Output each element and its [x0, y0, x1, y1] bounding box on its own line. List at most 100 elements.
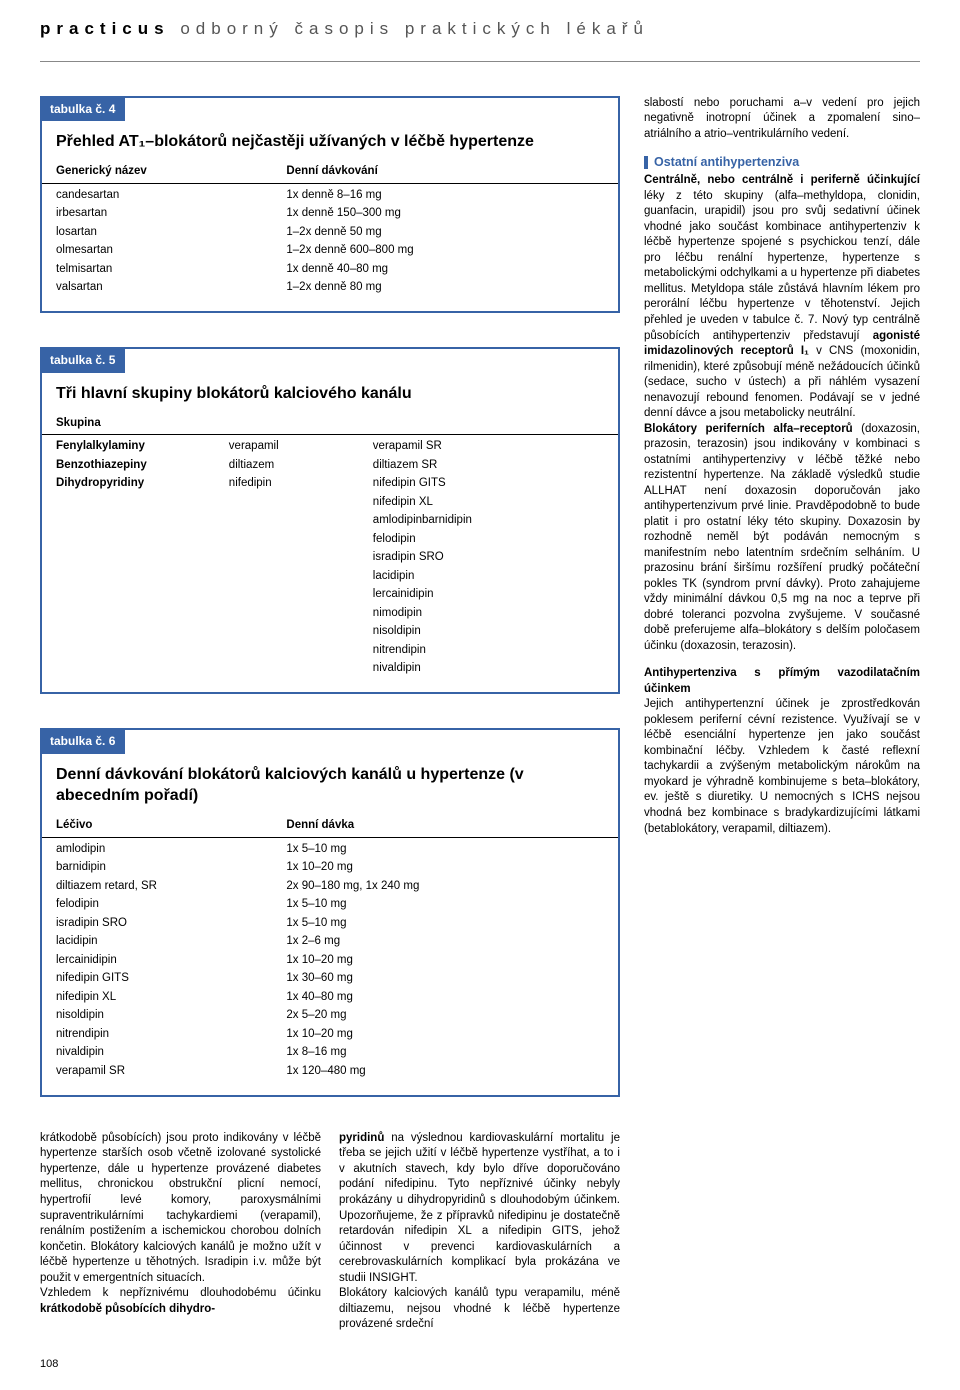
table-6-title: Denní dávkování blokátorů kalciových kan… [42, 756, 618, 817]
t4-r4c0: telmisartan [42, 260, 272, 279]
journal-brand: practicus [40, 19, 170, 38]
table-4-tab: tabulka č. 4 [40, 96, 125, 121]
t5-r2c0: Dihydropyridiny [42, 475, 215, 494]
left-column: tabulka č. 4 Přehled AT₁–blokátorů nejča… [40, 96, 620, 1333]
t6-r2c0: diltiazem retard, SR [42, 877, 272, 896]
table-4-title: Přehled AT₁–blokátorů nejčastěji užívaný… [42, 123, 618, 163]
t5-r10c0 [42, 623, 215, 642]
t6-r4c1: 1x 5–10 mg [272, 914, 618, 933]
t5-r9c1 [215, 604, 359, 623]
t5-r3c2: nifedipin XL [359, 493, 618, 512]
t5-r5c0 [42, 530, 215, 549]
journal-subtitle: odborný časopis praktických lékařů [180, 19, 649, 38]
t5-r9c2: nimodipin [359, 604, 618, 623]
t6-r0c0: amlodipin [42, 837, 272, 859]
body-mid-p1b: na výslednou kardiovaskulární mortalitu … [339, 1132, 620, 1284]
t6-r1c1: 1x 10–20 mg [272, 859, 618, 878]
t5-r2c2: nifedipin GITS [359, 475, 618, 494]
t6-r11c0: nivaldipin [42, 1044, 272, 1063]
right-p1a: léky z této skupiny (alfa–methyldopa, cl… [644, 190, 920, 326]
t4-r3c0: olmesartan [42, 242, 272, 261]
t5-h: Skupina [42, 414, 618, 435]
t5-r1c1: diltiazem [215, 456, 359, 475]
table-5-title: Tři hlavní skupiny blokátorů kalciového … [42, 375, 618, 415]
t6-h0: Léčivo [42, 817, 272, 838]
t5-r4c1 [215, 512, 359, 531]
t5-r6c2: isradipin SRO [359, 549, 618, 568]
body-left-p1: krátkodobě působících) jsou proto indiko… [40, 1132, 321, 1284]
t6-r12c1: 1x 120–480 mg [272, 1062, 618, 1081]
section-head-other-antihyp: Ostatní antihypertenziva [644, 154, 920, 171]
body-mid-p1a: pyridinů [339, 1132, 384, 1144]
body-mid-p2: Blokátory kalciových kanálů typu verapam… [339, 1287, 620, 1330]
journal-title: practicus odborný časopis praktických lé… [40, 19, 649, 38]
t6-r3c0: felodipin [42, 896, 272, 915]
body-two-col: krátkodobě působících) jsou proto indiko… [40, 1131, 620, 1333]
right-sub1: Centrálně, nebo centrálně i periferně úč… [644, 174, 920, 186]
t5-r4c2: amlodipinbarnidipin [359, 512, 618, 531]
t6-r2c1: 2x 90–180 mg, 1x 240 mg [272, 877, 618, 896]
t6-h1: Denní dávka [272, 817, 618, 838]
t5-r6c1 [215, 549, 359, 568]
t6-r7c0: nifedipin GITS [42, 970, 272, 989]
t6-r8c1: 1x 40–80 mg [272, 988, 618, 1007]
t5-r2c1: nifedipin [215, 475, 359, 494]
body-left-p2a: Vzhledem k nepříznivému dlouhodobému úči… [40, 1287, 321, 1299]
t5-r10c1 [215, 623, 359, 642]
t4-r2c0: losartan [42, 223, 272, 242]
t6-r5c1: 1x 2–6 mg [272, 933, 618, 952]
t5-r3c1 [215, 493, 359, 512]
t5-r11c0 [42, 641, 215, 660]
t6-r7c1: 1x 30–60 mg [272, 970, 618, 989]
t4-r2c1: 1–2x denně 50 mg [272, 223, 618, 242]
t5-r7c1 [215, 567, 359, 586]
t6-r12c0: verapamil SR [42, 1062, 272, 1081]
t5-r7c2: lacidipin [359, 567, 618, 586]
t4-h0: Generický název [42, 163, 272, 184]
t4-r5c0: valsartan [42, 279, 272, 298]
right-sub3: Antihypertenziva s přímým vazodilatačním… [644, 666, 920, 697]
t5-r6c0 [42, 549, 215, 568]
right-p1: Centrálně, nebo centrálně i periferně úč… [644, 173, 920, 654]
t4-r5c1: 1–2x denně 80 mg [272, 279, 618, 298]
t5-r5c2: felodipin [359, 530, 618, 549]
t6-r3c1: 1x 5–10 mg [272, 896, 618, 915]
right-p3: Jejich antihypertenzní účinek je zprostř… [644, 698, 920, 834]
t5-r9c0 [42, 604, 215, 623]
t5-r11c1 [215, 641, 359, 660]
table-5-tab: tabulka č. 5 [40, 347, 125, 372]
table-5: tabulka č. 5 Tři hlavní skupiny blokátor… [40, 347, 620, 694]
t5-r1c0: Benzothiazepiny [42, 456, 215, 475]
t5-r8c1 [215, 586, 359, 605]
table-5-grid: Skupina Fenylalkylaminyverapamilverapami… [42, 414, 618, 678]
right-column: slabostí nebo poruchami a–v vedení pro j… [644, 96, 920, 1333]
t4-r1c1: 1x denně 150–300 mg [272, 205, 618, 224]
t4-r0c0: candesartan [42, 183, 272, 205]
t6-r5c0: lacidipin [42, 933, 272, 952]
t5-r12c2: nivaldipin [359, 660, 618, 679]
section-head-text: Ostatní antihypertenziva [654, 154, 799, 171]
body-col-mid: pyridinů na výslednou kardiovaskulární m… [339, 1131, 620, 1333]
table-4: tabulka č. 4 Přehled AT₁–blokátorů nejča… [40, 96, 620, 313]
t6-r10c1: 1x 10–20 mg [272, 1025, 618, 1044]
t6-r9c1: 2x 5–20 mg [272, 1007, 618, 1026]
t5-r0c1: verapamil [215, 435, 359, 457]
t5-r5c1 [215, 530, 359, 549]
t5-r1c2: diltiazem SR [359, 456, 618, 475]
t5-r0c2: verapamil SR [359, 435, 618, 457]
t4-r3c1: 1–2x denně 600–800 mg [272, 242, 618, 261]
t6-r8c0: nifedipin XL [42, 988, 272, 1007]
table-6: tabulka č. 6 Denní dávkování blokátorů k… [40, 728, 620, 1097]
t6-r1c0: barnidipin [42, 859, 272, 878]
right-top-para: slabostí nebo poruchami a–v vedení pro j… [644, 96, 920, 143]
t5-r12c0 [42, 660, 215, 679]
page-number: 108 [0, 1353, 960, 1390]
t5-r11c2: nitrendipin [359, 641, 618, 660]
t6-r11c1: 1x 8–16 mg [272, 1044, 618, 1063]
t4-r4c1: 1x denně 40–80 mg [272, 260, 618, 279]
t6-r9c0: nisoldipin [42, 1007, 272, 1026]
content-area: tabulka č. 4 Přehled AT₁–blokátorů nejča… [0, 62, 960, 1353]
body-left-p2b: krátkodobě působících dihydro- [40, 1303, 215, 1315]
t5-r12c1 [215, 660, 359, 679]
t5-r8c0 [42, 586, 215, 605]
